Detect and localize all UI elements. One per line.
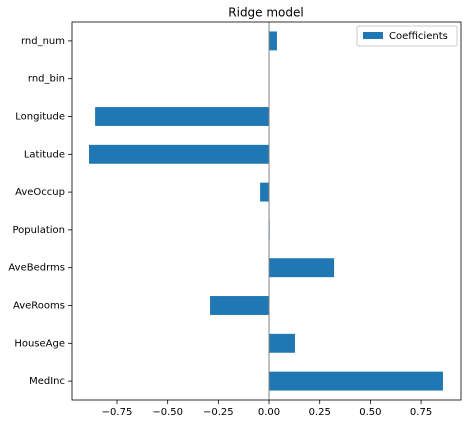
y-tick-label: Population <box>12 225 65 236</box>
bar <box>260 182 270 202</box>
y-tick-label: HouseAge <box>14 338 65 349</box>
y-tick-label: AveBedrms <box>8 263 65 274</box>
x-tick-label: −0.50 <box>152 407 183 418</box>
x-tick-label: 0.75 <box>410 407 432 418</box>
legend-label: Coefficients <box>389 31 448 42</box>
y-tick-label: rnd_num <box>21 36 65 47</box>
bar <box>269 333 295 353</box>
y-tick-label: Longitude <box>15 112 65 123</box>
bar <box>269 31 277 51</box>
x-tick-label: −0.25 <box>203 407 234 418</box>
y-tick-label: AveRooms <box>13 301 65 312</box>
y-tick-label: rnd_bin <box>28 74 65 85</box>
bar <box>210 296 270 315</box>
chart-title: Ridge model <box>228 6 303 20</box>
y-tick-label: AveOccup <box>15 187 65 198</box>
bar <box>89 144 270 164</box>
y-tick-label: Latitude <box>24 149 65 160</box>
bar <box>95 107 270 126</box>
y-tick-label: MedInc <box>29 376 65 387</box>
x-tick-label: 0.25 <box>309 407 331 418</box>
legend-box <box>356 25 458 47</box>
bar <box>269 371 443 391</box>
x-tick-label: 0.50 <box>359 407 381 418</box>
x-tick-label: −0.75 <box>102 407 133 418</box>
plot-frame <box>71 21 462 401</box>
bar <box>269 258 335 278</box>
legend-swatch <box>363 32 383 39</box>
x-tick-label: 0.00 <box>258 407 280 418</box>
